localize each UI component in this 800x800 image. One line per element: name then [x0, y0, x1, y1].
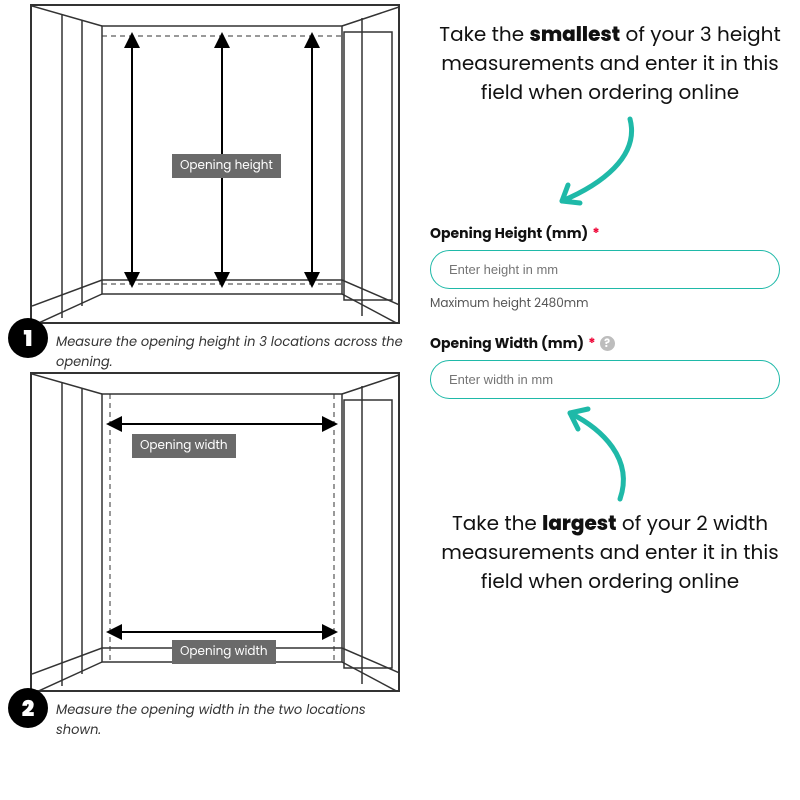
curved-arrow-down-icon [430, 107, 790, 217]
opening-width-label-top: Opening width [132, 434, 236, 458]
instr-height-bold: smallest [529, 20, 620, 48]
diagram-opening-width: Opening width Opening width [30, 372, 400, 692]
required-mark: * [588, 333, 595, 354]
opening-height-label: Opening Height (mm) * [430, 223, 790, 244]
opening-width-input[interactable] [430, 360, 780, 399]
step-1-badge: 1 [8, 318, 48, 358]
step-1-caption: Measure the opening height in 3 location… [56, 332, 405, 372]
help-icon[interactable]: ? [600, 336, 615, 351]
height-hint: Maximum height 2480mm [430, 295, 790, 313]
opening-width-label-bottom: Opening width [172, 640, 276, 664]
instr-width-bold: largest [542, 509, 616, 537]
required-mark: * [592, 223, 599, 244]
opening-height-label: Opening height [172, 154, 281, 178]
diagram-opening-height: Opening height [30, 4, 400, 324]
step-2-badge: 2 [8, 688, 48, 728]
curved-arrow-up-icon [430, 399, 790, 509]
opening-width-label: Opening Width (mm) * ? [430, 333, 790, 354]
opening-width-field: Opening Width (mm) * ? [430, 333, 790, 399]
step-2-caption: Measure the opening width in the two loc… [56, 700, 405, 740]
instr-width-prefix: Take the [452, 509, 542, 537]
opening-height-field: Opening Height (mm) * Maximum height 248… [430, 223, 790, 313]
instr-height-prefix: Take the [439, 20, 529, 48]
instruction-height: Take the smallest of your 3 height measu… [430, 20, 790, 107]
instruction-width: Take the largest of your 2 width measure… [430, 509, 790, 596]
opening-height-input[interactable] [430, 250, 780, 289]
